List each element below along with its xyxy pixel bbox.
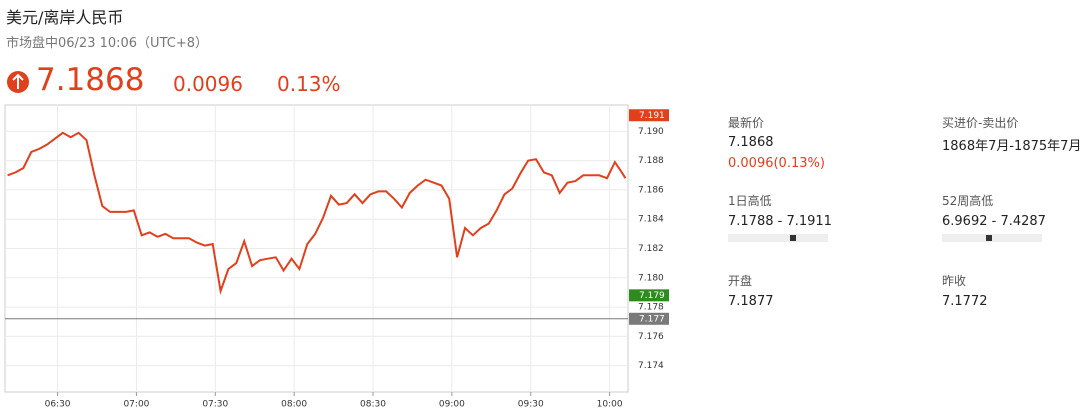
stat-value: 7.1868 (728, 135, 774, 150)
y-tick-label: 7.178 (638, 303, 664, 313)
change: 0.0096 (173, 72, 243, 96)
range-marker (986, 235, 993, 241)
price-line (7, 131, 627, 295)
price-marker-label: 7.179 (639, 291, 665, 301)
stat-label: 最新价 (728, 116, 765, 130)
price-marker (629, 312, 669, 325)
range-bar (728, 234, 828, 242)
x-tick-label: 10:00 (597, 400, 623, 410)
stat-label: 买进价-卖出价 (942, 116, 1019, 130)
stat-change: 0.0096(0.13%) (728, 156, 825, 171)
y-tick-label: 7.174 (638, 361, 664, 371)
y-tick-label: 7.180 (638, 273, 664, 283)
price: 7.1868 (36, 62, 145, 98)
up-icon (7, 71, 29, 93)
stat-label: 昨收 (942, 274, 967, 288)
chart: 7.174 7.176 7.178 7.180 7.182 7.184 7.186 7.188… (4, 104, 669, 410)
range-marker (790, 235, 797, 241)
y-tick-label: 7.182 (638, 244, 664, 254)
stat-value: 7.1877 (728, 294, 774, 309)
stat-value: 7.1788 - 7.1911 (728, 214, 832, 229)
stat-value: 6.9692 - 7.4287 (942, 214, 1046, 229)
price-marker-label: 7.177 (639, 314, 665, 324)
market-status: 市场盘中06/23 10:06（UTC+8） (6, 36, 208, 51)
x-tick-label: 06:30 (45, 400, 71, 410)
title: 美元/离岸人民币 (6, 8, 124, 27)
stat-value: 1868年7月-1875年7月 (942, 139, 1082, 154)
y-tick-label: 7.188 (638, 156, 664, 166)
x-tick-label: 08:00 (281, 400, 307, 410)
price-marker (629, 109, 669, 122)
change-pct: 0.13% (277, 72, 341, 96)
x-tick-label: 07:00 (123, 400, 149, 410)
x-tick-label: 07:30 (202, 400, 228, 410)
price-marker (629, 289, 669, 302)
stat-label: 开盘 (728, 274, 753, 288)
x-tick-label: 08:30 (360, 400, 386, 410)
x-tick-label: 09:00 (439, 400, 465, 410)
x-tick-label: 09:30 (518, 400, 544, 410)
stat-label: 52周高低 (942, 194, 994, 208)
stat-value: 7.1772 (942, 294, 988, 309)
y-tick-label: 7.186 (638, 185, 664, 195)
y-tick-label: 7.190 (638, 127, 664, 137)
price-marker-label: 7.191 (639, 111, 665, 121)
y-tick-label: 7.176 (638, 332, 664, 342)
y-tick-label: 7.184 (638, 215, 664, 225)
range-bar (942, 234, 1042, 242)
stat-label: 1日高低 (728, 194, 772, 208)
